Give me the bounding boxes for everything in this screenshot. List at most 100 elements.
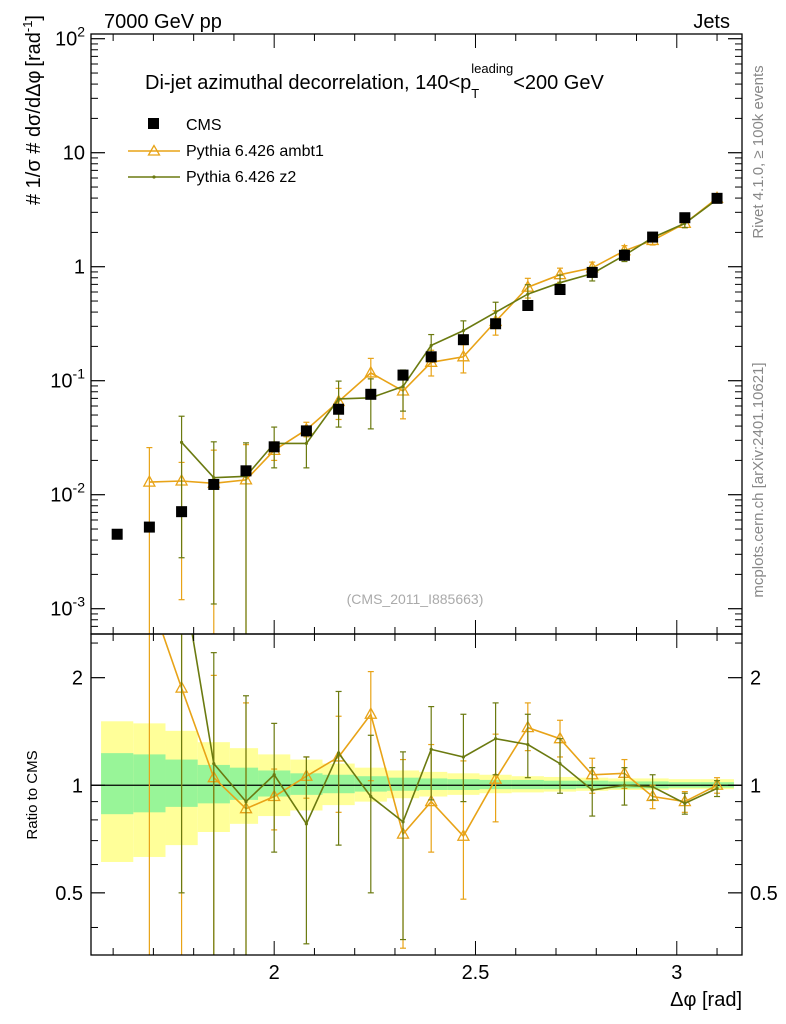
- legend-label-z2: Pythia 6.426 z2: [186, 169, 296, 186]
- cms-point: [240, 465, 252, 477]
- ratio-axes: 0.5 0.5 1 1 2 2 2 2.5 3: [55, 633, 778, 984]
- ratio-z2-point: [304, 822, 308, 826]
- title-prefix: Di-jet azimuthal decorrelation, 140<p: [145, 72, 471, 94]
- main-series-layer: [111, 190, 724, 634]
- ratio-z2-point: [651, 785, 655, 789]
- ratio-ylabel: Ratio to CMS: [24, 750, 41, 839]
- z2-point: [461, 329, 466, 333]
- ratio-uncertainty-bands: [91, 721, 742, 862]
- x-tick-label: 2: [269, 962, 280, 984]
- band-inner-bin: [419, 778, 448, 790]
- cms-point: [300, 425, 312, 437]
- cms-point: [457, 334, 469, 346]
- ratio-z2-point: [494, 737, 498, 741]
- legend-label-ambt1: Pythia 6.426 ambt1: [186, 143, 324, 160]
- ratio-z2-point: [244, 800, 248, 804]
- ratio-z2-point: [369, 794, 373, 799]
- ratio-frame: [90, 633, 743, 956]
- cms-point: [554, 284, 566, 296]
- ratio-z2-point: [683, 801, 687, 805]
- legend-marker-cms: [148, 118, 159, 129]
- x-axis-label: Δφ [rad]: [670, 989, 742, 1011]
- main-y-tick-label: 10: [63, 143, 85, 165]
- z2-line: [181, 198, 718, 479]
- side-text-bottom: mcplots.cern.ch [arXiv:2401.10621]: [750, 362, 767, 597]
- z2-point: [401, 384, 405, 389]
- cms-point: [397, 369, 409, 381]
- legend: CMS Pythia 6.426 ambt1 Pythia 6.426 z2: [128, 117, 324, 186]
- ratio-z2-line: [191, 634, 718, 826]
- main-series-clip: [111, 190, 724, 634]
- ratio-z2-point: [336, 751, 341, 755]
- z2-point: [429, 343, 433, 348]
- main-ylabel: # 1/σ # dσ/dΔφ [rad-1]: [20, 15, 45, 205]
- main-y-tick-label: 10-2: [50, 480, 85, 507]
- ratio-series-layer: [148, 634, 724, 955]
- x-tick-label: 3: [671, 962, 682, 984]
- main-y-tick-label: 10-3: [50, 594, 85, 621]
- ratio-z2-point: [526, 742, 530, 747]
- ratio-ambt1-point: [364, 706, 378, 719]
- main-ylabel-unit: [rad: [23, 32, 45, 66]
- ambt1-point: [456, 349, 471, 362]
- z2-point: [336, 397, 341, 401]
- cms-point: [522, 299, 534, 311]
- legend-marker-z2: [152, 175, 156, 179]
- header-right: Jets: [693, 11, 730, 33]
- z2-point: [212, 476, 216, 480]
- ratio-ambt1-point: [646, 789, 660, 802]
- cms-point: [208, 478, 220, 490]
- analysis-annotation: (CMS_2011_I885663): [347, 591, 484, 607]
- cms-point: [490, 318, 502, 330]
- title-sub: T: [471, 86, 479, 101]
- main-ylabel-unit-close: ]: [23, 15, 45, 21]
- cms-point: [647, 231, 659, 243]
- ambt1-point: [142, 474, 156, 487]
- band-inner-bin: [511, 779, 544, 790]
- cms-point: [425, 351, 437, 363]
- cms-point: [618, 249, 630, 261]
- z2-point: [526, 292, 530, 296]
- ratio-z2-point: [461, 755, 466, 759]
- ratio-z2-point: [622, 783, 627, 787]
- ratio-y-tick-label-right: 1: [750, 775, 761, 797]
- z2-point: [179, 440, 184, 444]
- main-y-tick-exponent: -1: [73, 366, 86, 382]
- ratio-z2-point: [715, 786, 719, 790]
- ratio-ambt1-point: [424, 794, 438, 807]
- ratio-z2-point: [272, 773, 276, 777]
- svg-text:# 1/σ # dσ/dΔφ[rad-1]: # 1/σ # dσ/dΔφ [rad-1]: [20, 15, 45, 205]
- cms-point: [365, 388, 377, 400]
- main-y-tick-exponent: 2: [77, 24, 85, 40]
- ratio-y-tick-label-left: 1: [72, 775, 83, 797]
- main-ylabel-unit-sup: -1: [20, 21, 35, 33]
- ratio-ambt1-point: [456, 828, 471, 841]
- z2-point: [494, 310, 498, 314]
- main-y-tick-label: 1: [74, 257, 85, 279]
- ratio-y-tick-label-right: 0.5: [750, 883, 778, 905]
- header-left: 7000 GeV pp: [104, 11, 222, 33]
- main-title: Di-jet azimuthal decorrelation, 140<pTle…: [145, 61, 604, 101]
- ratio-z2-point: [429, 747, 433, 751]
- ratio-z2-point: [590, 788, 594, 792]
- title-sup: leading: [471, 61, 513, 76]
- side-text-top: Rivet 4.1.0, ≥ 100k events: [750, 65, 767, 238]
- z2-point: [558, 281, 562, 285]
- ratio-series-clip: [148, 634, 724, 955]
- ratio-y-tick-label-left: 0.5: [55, 883, 83, 905]
- cms-point: [711, 192, 723, 204]
- main-y-tick-label: 102: [55, 24, 85, 51]
- cms-point: [143, 521, 155, 533]
- main-axes: 10-3 10-2 10-1 1 10 102: [50, 24, 743, 635]
- main-y-tick-exponent: -3: [73, 594, 86, 610]
- ratio-y-tick-label-right: 2: [750, 668, 761, 690]
- ratio-z2-point: [558, 761, 562, 766]
- cms-point: [679, 212, 691, 224]
- ratio-z2-point: [212, 761, 216, 766]
- ratio-y-tick-label-left: 2: [72, 668, 83, 690]
- main-ylabel-text: # 1/σ # dσ/dΔφ: [23, 71, 45, 205]
- cms-point: [111, 528, 123, 540]
- legend-marker-ambt1: [147, 144, 161, 156]
- title-suffix: <200 GeV: [513, 72, 604, 94]
